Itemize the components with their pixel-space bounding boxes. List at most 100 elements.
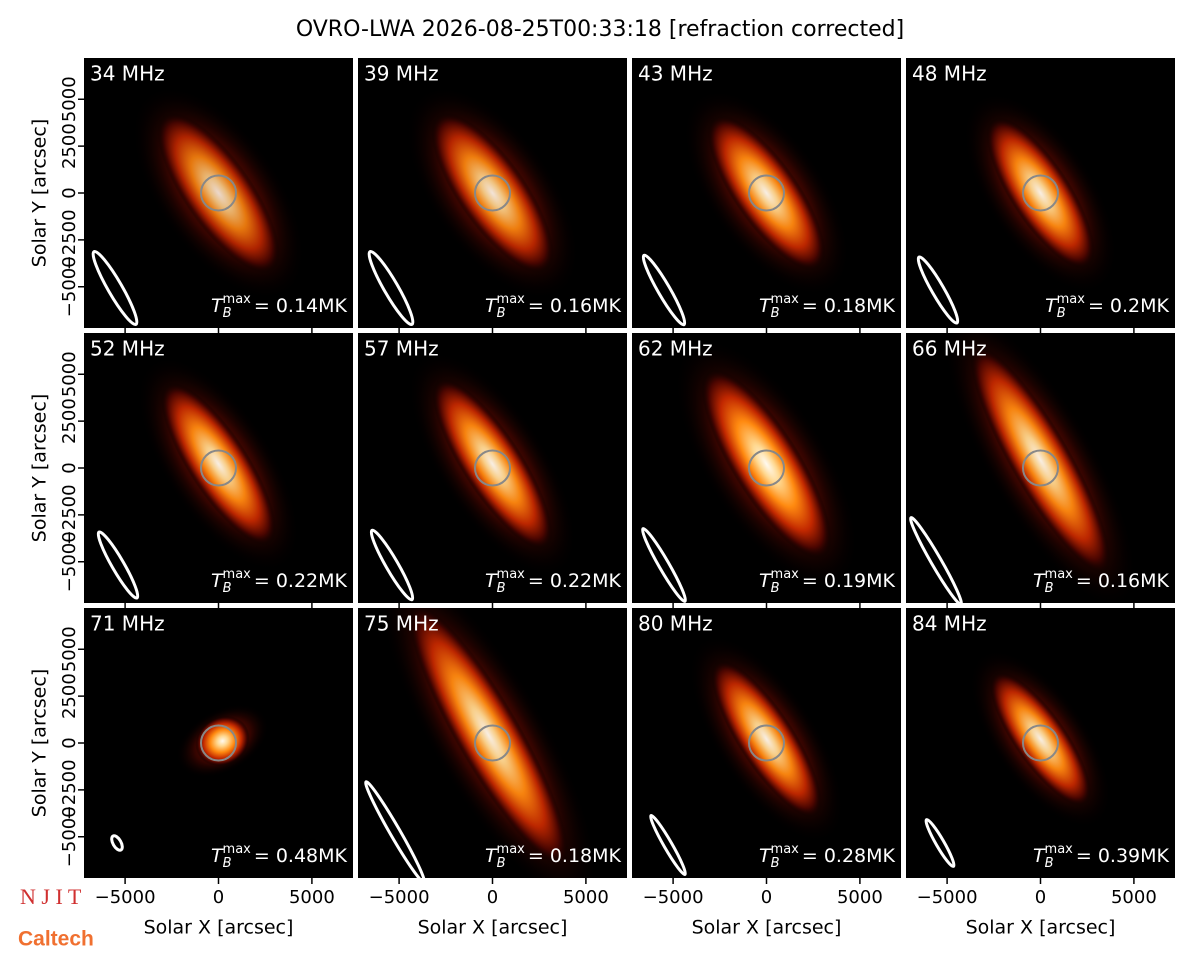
emission xyxy=(157,112,280,274)
tb-subscript: B xyxy=(771,856,780,871)
solar-disk xyxy=(200,449,237,487)
image xyxy=(96,356,300,600)
emission xyxy=(970,346,1111,574)
tb-text: = 0.22MK xyxy=(528,570,622,592)
panel: 57 MHz TBmax = 0.22MK xyxy=(358,333,627,609)
tb-superscript: max xyxy=(497,567,526,582)
x-tick-label: 5000 xyxy=(563,887,609,908)
tb-symbol: T xyxy=(1033,845,1046,867)
tb-symbol: T xyxy=(1045,295,1058,317)
tb-max-label: TBmax = 0.22MK xyxy=(485,567,622,596)
tb-text: = 0.48MK xyxy=(254,845,348,867)
tb-max-label: TBmax = 0.28MK xyxy=(759,842,896,871)
tb-symbol: T xyxy=(211,845,224,867)
y-axis-label: Solar Y [arcsec] xyxy=(29,669,51,817)
beam xyxy=(641,527,687,603)
beam xyxy=(96,530,140,600)
tb-max-label: TBmax = 0.39MK xyxy=(1033,842,1170,871)
tb-symbol: T xyxy=(1033,570,1046,592)
tb-symbol: T xyxy=(485,295,498,317)
emission xyxy=(431,112,554,274)
frequency-label: 48 MHz xyxy=(912,62,987,86)
tb-superscript: max xyxy=(1045,842,1074,857)
y-tick-label: 0 xyxy=(59,737,80,748)
frequency-label: 66 MHz xyxy=(912,337,987,361)
x-tick-label: 5000 xyxy=(1111,887,1157,908)
panel: 75 MHz TBmax = 0.18MK −5000 0 5000 Solar X [ar… xyxy=(358,608,627,939)
x-tick-label: −5000 xyxy=(643,887,704,908)
beam xyxy=(110,834,124,852)
x-tick-label: 5000 xyxy=(289,887,335,908)
tb-symbol: T xyxy=(759,295,772,317)
tb-subscript: B xyxy=(223,581,232,596)
tb-superscript: max xyxy=(1057,292,1086,307)
x-tick-label: 5000 xyxy=(837,887,883,908)
beam xyxy=(641,253,687,327)
tb-subscript: B xyxy=(497,306,506,321)
frequency-label: 34 MHz xyxy=(90,62,165,86)
frequency-label: 75 MHz xyxy=(364,612,439,636)
image xyxy=(924,649,1112,868)
y-tick-label: 5000 xyxy=(59,626,80,672)
panel: 48 MHz TBmax = 0.2MK xyxy=(906,58,1175,334)
beam xyxy=(924,818,956,868)
solar-disk xyxy=(748,449,785,487)
tb-superscript: max xyxy=(1045,567,1074,582)
tb-text: = 0.18MK xyxy=(528,845,622,867)
image xyxy=(110,704,269,852)
tb-max-label: TBmax = 0.14MK xyxy=(211,292,348,321)
tb-symbol: T xyxy=(485,570,498,592)
tb-subscript: B xyxy=(1045,856,1054,871)
frequency-label: 43 MHz xyxy=(638,62,713,86)
image xyxy=(909,333,1138,603)
x-tick-label: 0 xyxy=(487,887,498,908)
x-axis-label: Solar X [arcsec] xyxy=(966,917,1116,939)
image xyxy=(91,85,306,327)
frequency-label: 57 MHz xyxy=(364,337,439,361)
emission xyxy=(432,378,553,550)
tb-max-label: TBmax = 0.18MK xyxy=(485,842,622,871)
logo-njit: N J I T xyxy=(20,884,82,909)
tb-max-label: TBmax = 0.18MK xyxy=(759,292,896,321)
tb-subscript: B xyxy=(223,306,232,321)
beam xyxy=(367,249,415,327)
beam xyxy=(364,780,426,878)
logo-caltech: Caltech xyxy=(18,928,94,951)
tb-subscript: B xyxy=(771,581,780,596)
x-tick-label: 0 xyxy=(213,887,224,908)
solar-disk xyxy=(474,449,511,487)
x-tick-label: −5000 xyxy=(917,887,978,908)
x-axis-label: Solar X [arcsec] xyxy=(692,917,842,939)
tb-subscript: B xyxy=(771,306,780,321)
tb-text: = 0.18MK xyxy=(802,295,896,317)
frequency-label: 84 MHz xyxy=(912,612,987,636)
tb-subscript: B xyxy=(1057,306,1066,321)
tb-max-label: TBmax = 0.16MK xyxy=(1033,567,1170,596)
beam xyxy=(916,255,960,325)
emission xyxy=(986,117,1095,269)
tb-superscript: max xyxy=(223,842,252,857)
beam xyxy=(909,516,963,603)
emission xyxy=(408,608,569,866)
y-tick-label: −2500 xyxy=(59,484,80,545)
frequency-label: 71 MHz xyxy=(90,612,165,636)
tb-max-label: TBmax = 0.22MK xyxy=(211,567,348,596)
emission xyxy=(160,382,277,546)
y-tick-label: 5000 xyxy=(59,351,80,397)
tb-superscript: max xyxy=(771,842,800,857)
x-tick-label: −5000 xyxy=(95,887,156,908)
emission xyxy=(989,671,1092,807)
y-tick-label: −5000 xyxy=(59,806,80,867)
frequency-label: 39 MHz xyxy=(364,62,439,86)
x-axis-label: Solar X [arcsec] xyxy=(418,917,568,939)
tb-text: = 0.19MK xyxy=(802,570,896,592)
solar-disk xyxy=(474,724,511,762)
beam xyxy=(369,528,415,602)
panel: 43 MHz TBmax = 0.18MK xyxy=(632,58,901,334)
tb-max-label: TBmax = 0.19MK xyxy=(759,567,896,596)
tb-text: = 0.22MK xyxy=(254,570,348,592)
